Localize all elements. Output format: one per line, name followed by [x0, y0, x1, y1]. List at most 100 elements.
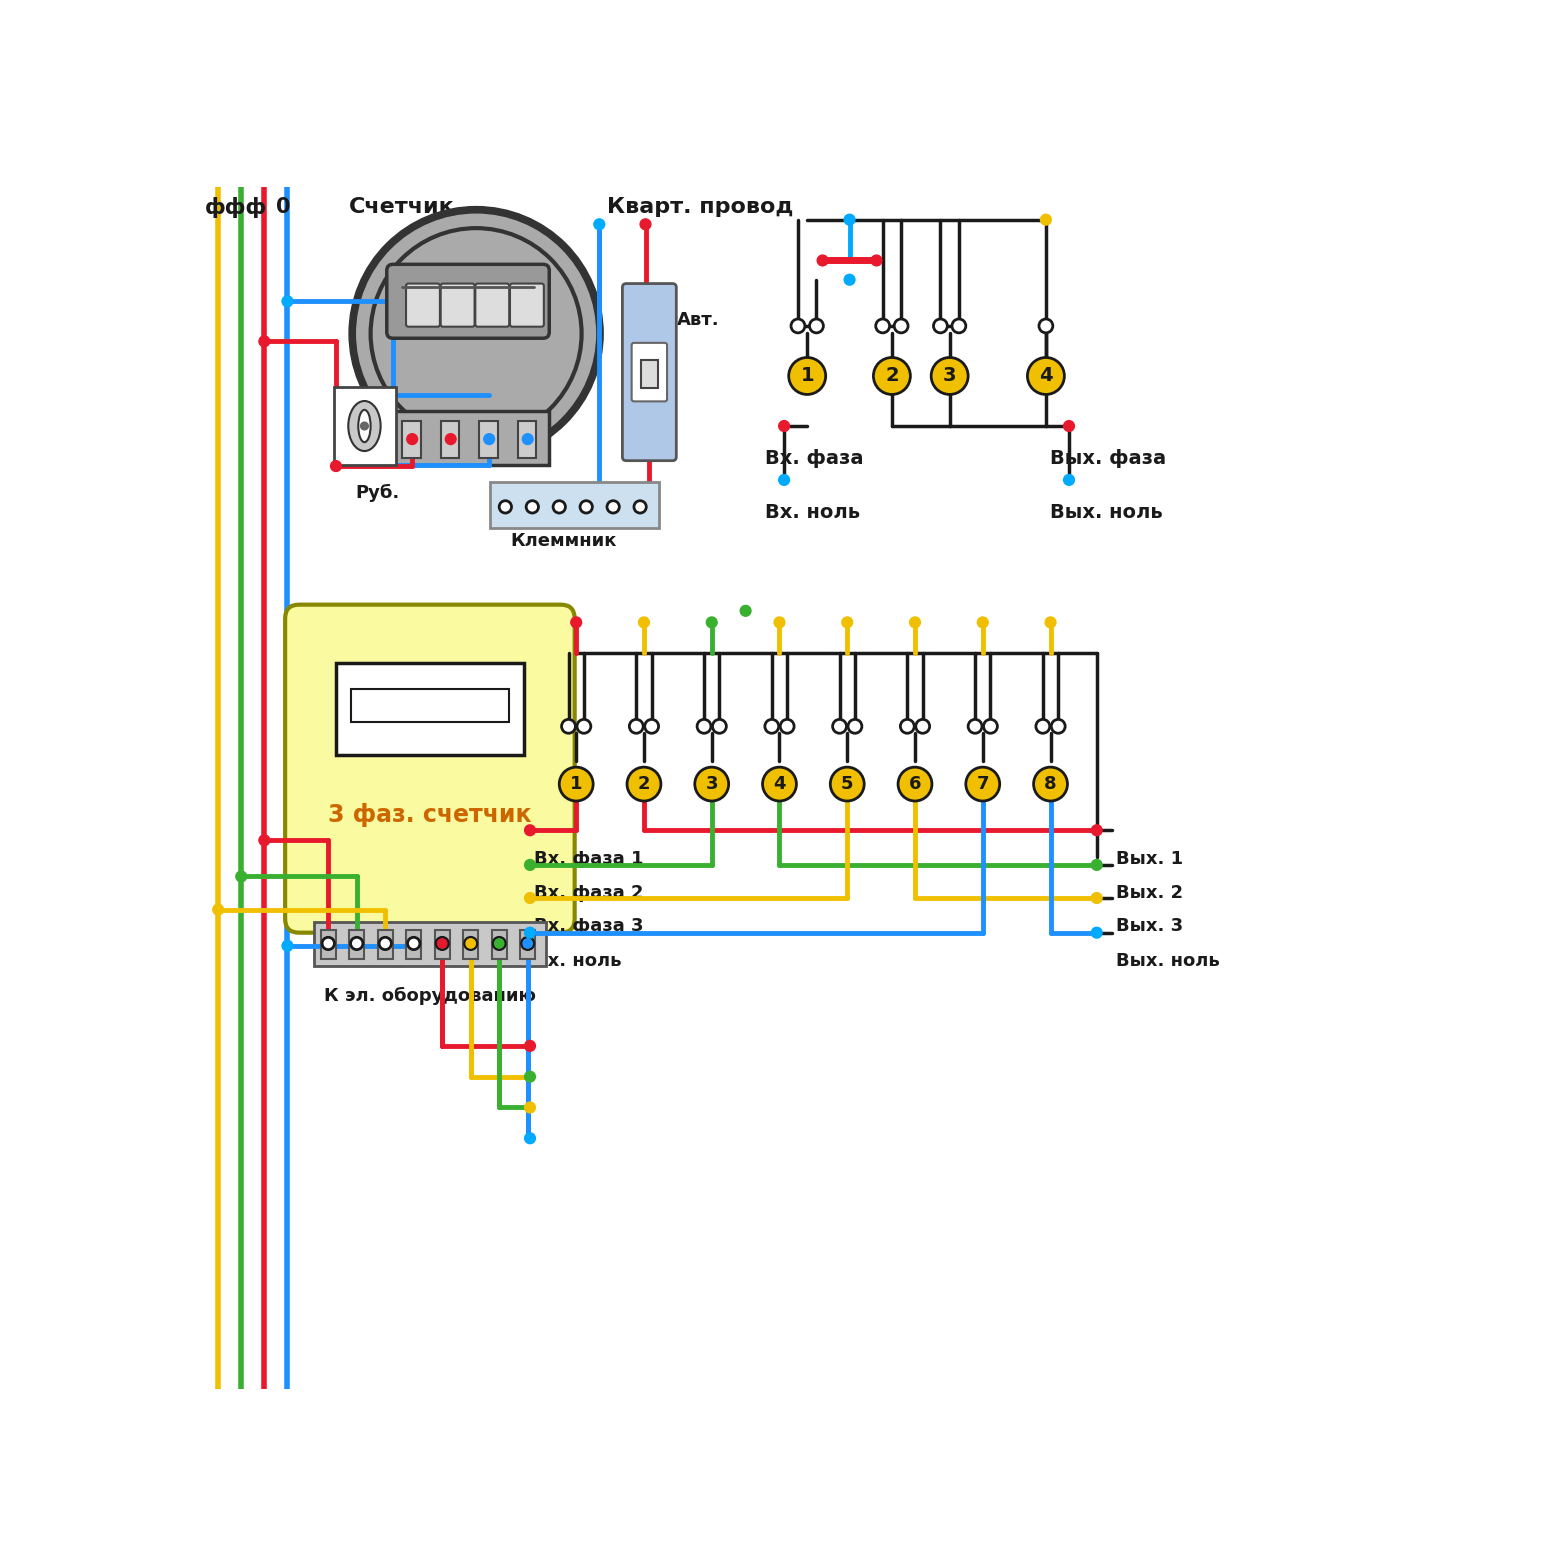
- Text: 8: 8: [1044, 776, 1056, 793]
- Text: 1: 1: [569, 776, 582, 793]
- Circle shape: [1064, 420, 1075, 431]
- Circle shape: [282, 940, 293, 951]
- Circle shape: [874, 357, 911, 395]
- Circle shape: [523, 938, 532, 948]
- Circle shape: [778, 475, 789, 485]
- Circle shape: [1039, 318, 1053, 332]
- Circle shape: [351, 937, 363, 949]
- Circle shape: [259, 336, 270, 347]
- Circle shape: [916, 720, 930, 734]
- Circle shape: [791, 318, 805, 332]
- Ellipse shape: [359, 411, 371, 442]
- FancyBboxPatch shape: [479, 421, 498, 457]
- Circle shape: [577, 720, 591, 734]
- Circle shape: [900, 720, 914, 734]
- Text: Вх. ноль: Вх. ноль: [764, 503, 860, 521]
- Text: Вх. фаза 1: Вх. фаза 1: [534, 849, 643, 868]
- Text: 5: 5: [841, 776, 853, 793]
- Text: 2: 2: [638, 776, 651, 793]
- Circle shape: [870, 254, 881, 265]
- Circle shape: [817, 254, 828, 265]
- FancyBboxPatch shape: [519, 930, 535, 958]
- FancyBboxPatch shape: [622, 284, 677, 460]
- FancyBboxPatch shape: [463, 930, 479, 958]
- Circle shape: [739, 606, 750, 617]
- FancyBboxPatch shape: [491, 930, 507, 958]
- Circle shape: [763, 766, 797, 801]
- FancyBboxPatch shape: [641, 359, 658, 389]
- Circle shape: [521, 937, 534, 949]
- Circle shape: [493, 937, 505, 949]
- Circle shape: [1045, 617, 1056, 628]
- FancyBboxPatch shape: [395, 411, 549, 465]
- Text: Вх. фаза 3: Вх. фаза 3: [534, 918, 643, 935]
- Circle shape: [607, 501, 619, 514]
- Text: 3 фаз. счетчик: 3 фаз. счетчик: [328, 802, 532, 827]
- Circle shape: [558, 766, 593, 801]
- Circle shape: [524, 860, 535, 871]
- FancyBboxPatch shape: [387, 264, 549, 339]
- Circle shape: [594, 219, 605, 229]
- Circle shape: [212, 904, 223, 915]
- Text: 2: 2: [885, 367, 899, 386]
- Circle shape: [236, 871, 246, 882]
- Circle shape: [465, 937, 477, 949]
- FancyBboxPatch shape: [476, 284, 509, 326]
- Circle shape: [499, 501, 512, 514]
- Circle shape: [484, 434, 495, 445]
- Circle shape: [407, 937, 420, 949]
- Circle shape: [764, 720, 778, 734]
- Circle shape: [978, 617, 987, 628]
- Circle shape: [713, 720, 727, 734]
- Text: 0: 0: [276, 197, 290, 217]
- Circle shape: [1041, 214, 1051, 225]
- Circle shape: [931, 357, 969, 395]
- Text: 3: 3: [705, 776, 718, 793]
- Circle shape: [524, 1102, 535, 1113]
- Circle shape: [407, 434, 418, 445]
- Circle shape: [983, 720, 997, 734]
- FancyBboxPatch shape: [435, 930, 449, 958]
- FancyBboxPatch shape: [406, 284, 440, 326]
- Circle shape: [694, 766, 729, 801]
- FancyBboxPatch shape: [518, 421, 537, 457]
- Circle shape: [894, 318, 908, 332]
- FancyBboxPatch shape: [334, 387, 396, 465]
- Text: Клеммник: Клеммник: [510, 532, 618, 551]
- Circle shape: [360, 421, 368, 429]
- FancyBboxPatch shape: [314, 923, 546, 966]
- FancyBboxPatch shape: [402, 421, 421, 457]
- Text: 3: 3: [942, 367, 956, 386]
- Circle shape: [282, 297, 293, 306]
- Circle shape: [933, 318, 947, 332]
- Circle shape: [1092, 824, 1101, 835]
- Circle shape: [697, 720, 711, 734]
- Circle shape: [875, 318, 889, 332]
- Circle shape: [580, 501, 593, 514]
- Circle shape: [1051, 720, 1065, 734]
- Circle shape: [524, 824, 535, 835]
- Circle shape: [523, 434, 534, 445]
- Circle shape: [357, 214, 596, 453]
- Text: Вх. фаза: Вх. фаза: [764, 450, 863, 468]
- Text: ффф: ффф: [204, 197, 267, 217]
- Circle shape: [524, 927, 535, 938]
- Circle shape: [644, 720, 658, 734]
- FancyBboxPatch shape: [378, 930, 393, 958]
- FancyBboxPatch shape: [349, 930, 365, 958]
- Circle shape: [1028, 357, 1064, 395]
- FancyBboxPatch shape: [510, 284, 544, 326]
- Circle shape: [633, 501, 646, 514]
- Text: К эл. оборудованию: К эл. оборудованию: [324, 987, 537, 1005]
- Text: Вых. фаза: Вых. фаза: [1050, 450, 1165, 468]
- FancyBboxPatch shape: [406, 930, 421, 958]
- Circle shape: [466, 938, 476, 948]
- Circle shape: [966, 766, 1000, 801]
- Circle shape: [495, 938, 504, 948]
- FancyBboxPatch shape: [440, 284, 474, 326]
- Circle shape: [909, 617, 920, 628]
- Circle shape: [844, 214, 855, 225]
- Circle shape: [331, 460, 342, 471]
- FancyBboxPatch shape: [285, 604, 574, 932]
- Text: Авт.: Авт.: [677, 311, 719, 328]
